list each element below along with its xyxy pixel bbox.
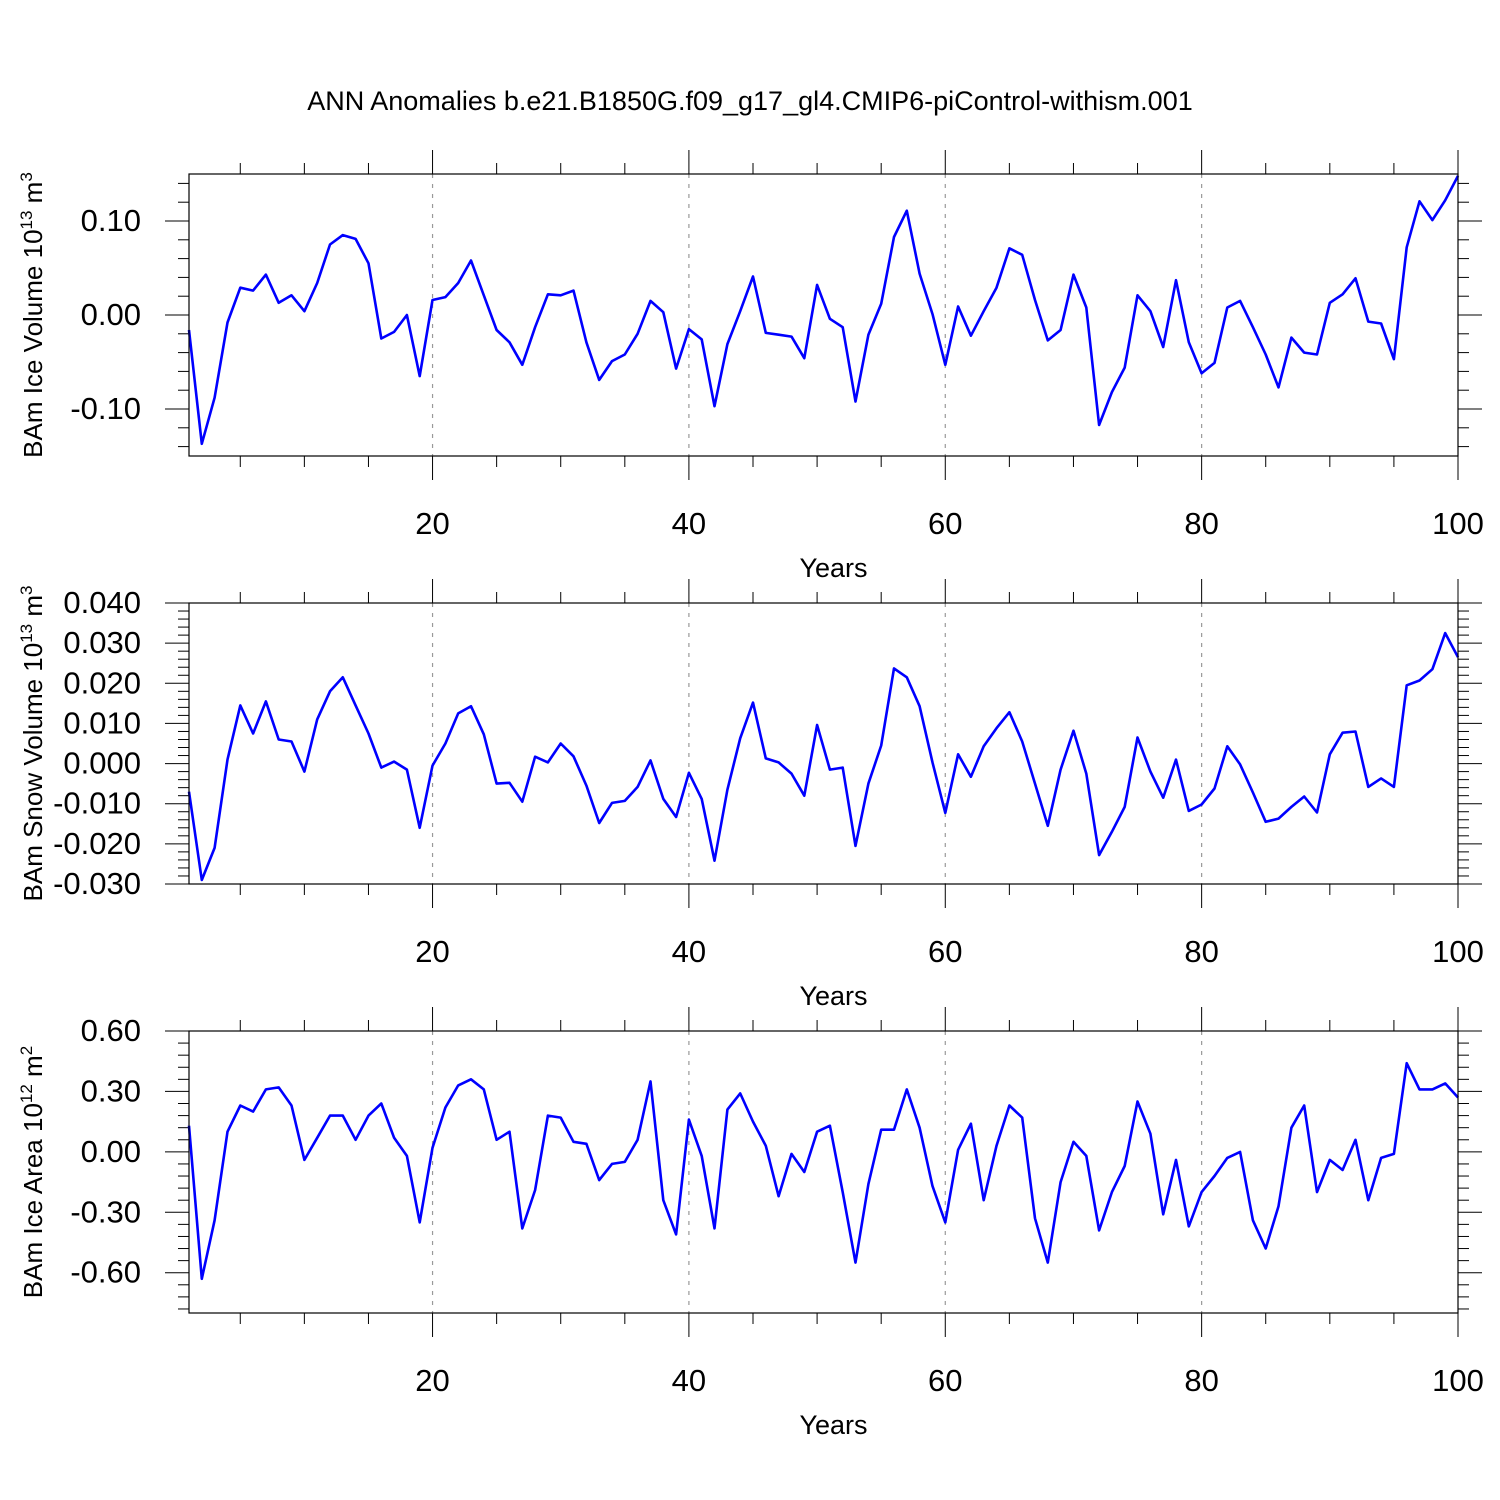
y-tick-label: 0.040 xyxy=(63,585,141,620)
plot-frame xyxy=(188,173,1459,457)
x-tick-label: 60 xyxy=(928,934,962,969)
y-axis-label: BAm Ice Volume 1013 m3 xyxy=(17,172,48,458)
y-tick-label: -0.010 xyxy=(53,786,141,821)
x-tick-label: 60 xyxy=(928,506,962,541)
y-axis-label: BAm Snow Volume 1013 m3 xyxy=(17,586,48,902)
y-tick-label: -0.020 xyxy=(53,826,141,861)
x-tick-label: 60 xyxy=(928,1363,962,1398)
x-tick-label: 100 xyxy=(1432,506,1484,541)
plot-frame xyxy=(188,602,1459,885)
series-line xyxy=(187,631,1460,882)
x-tick-label: 20 xyxy=(415,506,449,541)
x-tick-label: 40 xyxy=(672,506,706,541)
x-axis-label: Years xyxy=(799,981,867,1011)
series-line xyxy=(187,175,1460,446)
y-tick-label: 0.020 xyxy=(63,665,141,700)
panel-snow-volume: 0.040 0.030 0.020 0.010 0.000 -0.010 -0.020 -0.… xyxy=(17,579,1484,1011)
y-axis-label: BAm Ice Area 1012 m2 xyxy=(17,1046,48,1298)
y-tick-label: -0.030 xyxy=(53,866,141,901)
y-tick-label: 0.00 xyxy=(81,1134,141,1169)
x-tick-label: 20 xyxy=(415,1363,449,1398)
y-tick-label: 0.030 xyxy=(63,625,141,660)
y-tick-label: -0.10 xyxy=(70,391,141,426)
x-axis-label: Years xyxy=(799,553,867,583)
y-tick-label: -0.30 xyxy=(70,1194,141,1229)
panel-ice-area: 0.60 0.30 0.00 -0.30 -0.60 20 40 60 80 100 Years BA… xyxy=(17,1007,1484,1440)
x-tick-label: 40 xyxy=(672,1363,706,1398)
y-tick-label: 0.000 xyxy=(63,746,141,781)
y-tick-label: 0.00 xyxy=(81,297,141,332)
y-tick-label: -0.60 xyxy=(70,1255,141,1290)
x-tick-label: 100 xyxy=(1432,1363,1484,1398)
panel-ice-volume: 0.10 0.00 -0.10 20 40 60 80 100 Years BAm Ice Vol… xyxy=(17,150,1484,583)
x-tick-label: 100 xyxy=(1432,934,1484,969)
x-axis-label: Years xyxy=(799,1410,867,1440)
x-tick-label: 80 xyxy=(1184,934,1218,969)
y-tick-label: 0.10 xyxy=(81,203,141,238)
y-tick-label: 0.60 xyxy=(81,1013,141,1048)
plot-frame xyxy=(188,1030,1459,1314)
x-tick-label: 40 xyxy=(672,934,706,969)
y-tick-label: 0.010 xyxy=(63,705,141,740)
x-tick-label: 80 xyxy=(1184,506,1218,541)
series-line xyxy=(187,1061,1459,1281)
y-tick-label: 0.30 xyxy=(81,1073,141,1108)
x-tick-label: 20 xyxy=(415,934,449,969)
chart-title: ANN Anomalies b.e21.B1850G.f09_g17_gl4.C… xyxy=(307,86,1193,116)
x-tick-label: 80 xyxy=(1184,1363,1218,1398)
